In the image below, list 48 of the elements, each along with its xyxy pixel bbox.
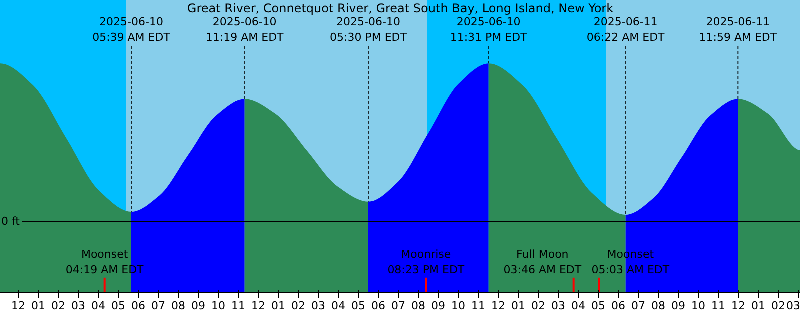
x-tick-label: 09	[192, 300, 206, 312]
x-tick-label: 04	[572, 300, 586, 312]
annotation: 2025-06-10 11:31 PM EDT	[450, 16, 528, 44]
x-tick-label: 07	[392, 300, 406, 312]
x-tick-label: 12	[732, 300, 746, 312]
ref-line-label: Moonrise 08:23 PM EDT	[388, 248, 465, 276]
x-tick-label: 01	[272, 300, 286, 312]
x-tick-label: 03	[72, 300, 86, 312]
x-tick-label: 02	[772, 300, 786, 312]
x-tick-label: 09	[432, 300, 446, 312]
x-tick-label: 11	[712, 300, 726, 312]
x-tick-label: 10	[452, 300, 466, 312]
x-tick-label: 07	[152, 300, 166, 312]
x-tick-label: 02	[292, 300, 306, 312]
x-tick-label: 10	[212, 300, 226, 312]
annotation: 2025-06-10 11:19 AM EDT	[206, 16, 284, 44]
x-tick-label: 02	[532, 300, 546, 312]
x-tick-label: 11	[232, 300, 246, 312]
x-tick-label: 11	[472, 300, 486, 312]
x-tick-label: 03	[312, 300, 326, 312]
x-tick-label: 06	[132, 300, 146, 312]
ref-line-label: 0 ft	[2, 214, 21, 228]
x-tick-label: 10	[692, 300, 706, 312]
x-tick-label: 09	[672, 300, 686, 312]
annotation: 2025-06-10 05:30 PM EDT	[330, 16, 408, 44]
x-tick-label: 03	[786, 300, 800, 312]
x-tick-label: 12	[492, 300, 506, 312]
x-tick-label: 01	[752, 300, 766, 312]
x-tick-label: 01	[32, 300, 46, 312]
x-tick-label: 08	[652, 300, 666, 312]
x-tick-label: 06	[612, 300, 626, 312]
chart-title: Great River, Connetquot River, Great South Bay, Long Island, New York	[187, 2, 614, 16]
x-tick-label: 02	[52, 300, 66, 312]
x-tick-label: 04	[92, 300, 106, 312]
x-tick-label: 03	[552, 300, 566, 312]
x-tick-label: 05	[592, 300, 606, 312]
x-tick-label: 05	[352, 300, 366, 312]
x-tick-label: 05	[112, 300, 126, 312]
x-tick-label: 04	[332, 300, 346, 312]
x-tick-label: 06	[372, 300, 386, 312]
x-tick-label: 08	[172, 300, 186, 312]
ref-line-label: Full Moon 03:46 AM EDT	[504, 248, 582, 276]
annotation: 2025-06-11 11:59 AM EDT	[699, 16, 778, 44]
x-tick-label: 08	[412, 300, 426, 312]
x-tick-label: 01	[512, 300, 526, 312]
x-tick-label: 12	[12, 300, 26, 312]
x-tick-label: 07	[632, 300, 646, 312]
x-tick-label: 12	[252, 300, 266, 312]
